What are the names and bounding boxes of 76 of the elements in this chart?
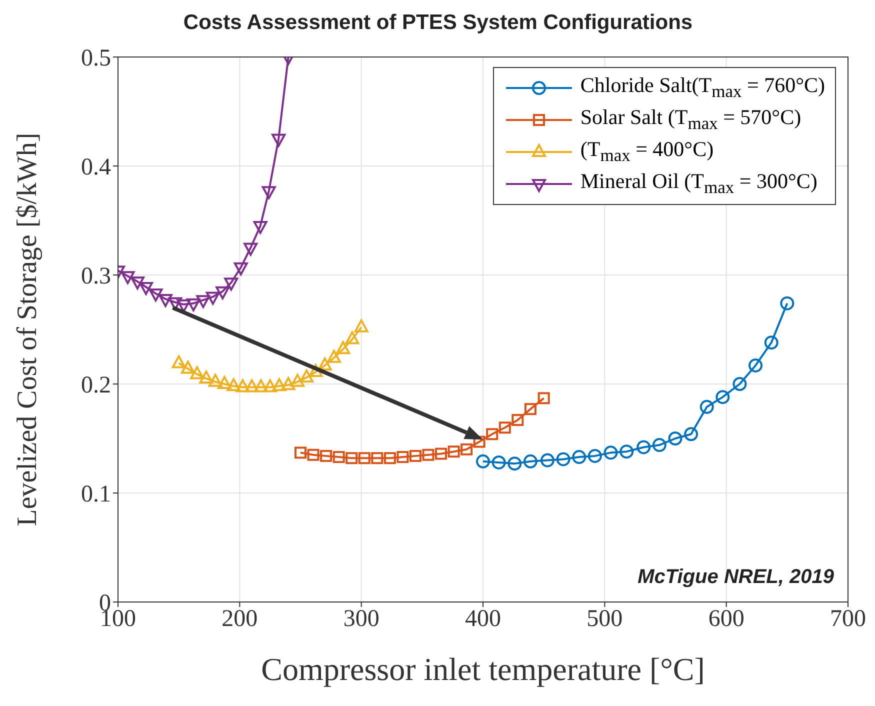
y-tick-label: 0.2 <box>81 372 111 399</box>
point <box>556 452 570 466</box>
point <box>473 436 486 448</box>
legend-label: Chloride Salt(T$_{max}$ = 760°C) <box>580 73 825 103</box>
point <box>540 453 554 468</box>
point <box>176 299 191 312</box>
point <box>346 452 358 464</box>
point <box>234 262 248 276</box>
point <box>732 377 747 391</box>
point <box>460 443 473 456</box>
x-tick-label: 600 <box>708 606 744 632</box>
point <box>148 288 163 302</box>
x-tick-label: 700 <box>830 606 866 632</box>
point <box>492 455 506 470</box>
point <box>130 276 144 290</box>
point <box>508 456 522 471</box>
point <box>244 242 258 256</box>
point <box>224 278 238 291</box>
point <box>572 450 586 464</box>
point <box>476 454 490 468</box>
point <box>294 446 306 459</box>
point <box>307 448 320 461</box>
x-tick-label: 400 <box>465 606 501 632</box>
point <box>358 452 370 464</box>
point <box>748 358 763 372</box>
point <box>158 294 172 307</box>
point <box>371 452 384 464</box>
point <box>448 446 460 458</box>
point <box>652 438 666 452</box>
point <box>604 446 618 460</box>
y-tick-label: 0.1 <box>81 482 111 508</box>
point <box>486 428 498 440</box>
point <box>216 286 230 300</box>
point <box>523 454 538 468</box>
point <box>272 134 286 147</box>
point <box>206 292 220 305</box>
point <box>524 403 536 416</box>
point <box>620 444 634 459</box>
point <box>396 451 409 464</box>
legend-label: (T$_{max}$ = 400°C) <box>580 137 714 167</box>
point <box>512 414 524 426</box>
point <box>435 448 448 460</box>
x-tick-label: 500 <box>586 606 623 632</box>
point <box>253 220 268 234</box>
point <box>780 296 794 310</box>
point <box>138 282 153 295</box>
chart-title: Costs Assessment of PTES System Configurations <box>182 10 694 36</box>
point <box>196 295 210 308</box>
legend-label: Solar Salt (T$_{max}$ = 570°C) <box>580 105 802 135</box>
point <box>498 422 511 434</box>
annotation: McTigue NREL, 2019 <box>638 566 834 589</box>
point <box>588 448 602 463</box>
point <box>422 448 434 461</box>
legend-label: Mineral Oil (T$_{max}$ = 300°C) <box>580 169 818 199</box>
point <box>684 427 698 442</box>
point <box>332 451 345 464</box>
point <box>716 390 730 404</box>
point <box>636 440 651 454</box>
point <box>384 452 396 464</box>
point <box>668 432 682 446</box>
point <box>120 271 135 284</box>
point <box>409 450 422 462</box>
y-tick-label: 0.5 <box>81 46 111 72</box>
point <box>538 392 550 404</box>
point <box>764 336 778 350</box>
point <box>168 297 182 310</box>
point <box>186 298 200 312</box>
y-tick-label: 0.3 <box>81 264 111 290</box>
x-tick-label: 300 <box>343 606 380 632</box>
point <box>320 450 332 462</box>
point <box>700 400 714 414</box>
y-tick-label: 0.4 <box>81 154 111 181</box>
y-axis-title: Levelized Cost of Storage [$/kWh] <box>12 132 43 526</box>
point <box>262 186 276 200</box>
x-axis-title: Compressor inlet temperature [°C] <box>261 651 705 687</box>
x-tick-label: 200 <box>222 606 258 632</box>
